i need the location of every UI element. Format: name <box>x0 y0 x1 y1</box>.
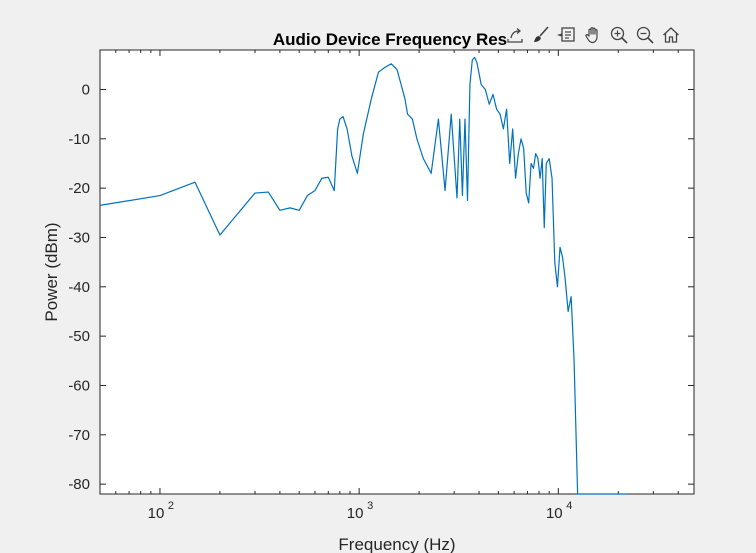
y-axis: 0 -10 -20 -30 -40 -50 -60 -70 -80 <box>68 81 694 493</box>
y-tick-label: -60 <box>68 377 90 394</box>
pan-button[interactable] <box>581 23 605 47</box>
y-tick-label: 0 <box>82 81 90 98</box>
x-tick-exponent: 4 <box>566 500 572 512</box>
pan-icon <box>583 25 603 45</box>
export-button[interactable] <box>503 23 527 47</box>
zoom-in-button[interactable] <box>607 23 631 47</box>
zoom-in-icon <box>609 25 629 45</box>
y-tick-label: -70 <box>68 427 90 444</box>
series-group <box>99 56 628 495</box>
axes-box[interactable] <box>99 49 695 495</box>
axes-toolbar <box>503 22 683 48</box>
home-icon <box>661 25 681 45</box>
y-tick-label: -40 <box>68 279 90 296</box>
brush-button[interactable] <box>529 23 553 47</box>
y-tick-label: -80 <box>68 476 90 493</box>
data-tips-icon <box>557 25 577 45</box>
x-tick-exponent: 3 <box>367 500 373 512</box>
x-tick-label: 10 <box>546 505 563 522</box>
y-axis-title: Power (dBm) <box>42 222 61 321</box>
zoom-out-icon <box>635 25 655 45</box>
export-icon <box>505 25 525 45</box>
zoom-out-button[interactable] <box>633 23 657 47</box>
x-axis: 10 2 10 3 10 4 <box>99 50 679 522</box>
y-tick-label: -20 <box>68 180 90 197</box>
chart-title: Audio Device Frequency Res <box>273 30 507 49</box>
y-tick-label: -30 <box>68 229 90 246</box>
series-line-0[interactable] <box>99 56 628 495</box>
brush-icon <box>531 25 551 45</box>
x-tick-exponent: 2 <box>168 500 174 512</box>
y-tick-label: -50 <box>68 328 90 345</box>
y-tick-label: -10 <box>68 131 90 148</box>
x-axis-title: Frequency (Hz) <box>338 535 455 553</box>
x-tick-label: 10 <box>347 505 364 522</box>
home-button[interactable] <box>659 23 683 47</box>
data-tips-button[interactable] <box>555 23 579 47</box>
x-tick-label: 10 <box>148 505 165 522</box>
